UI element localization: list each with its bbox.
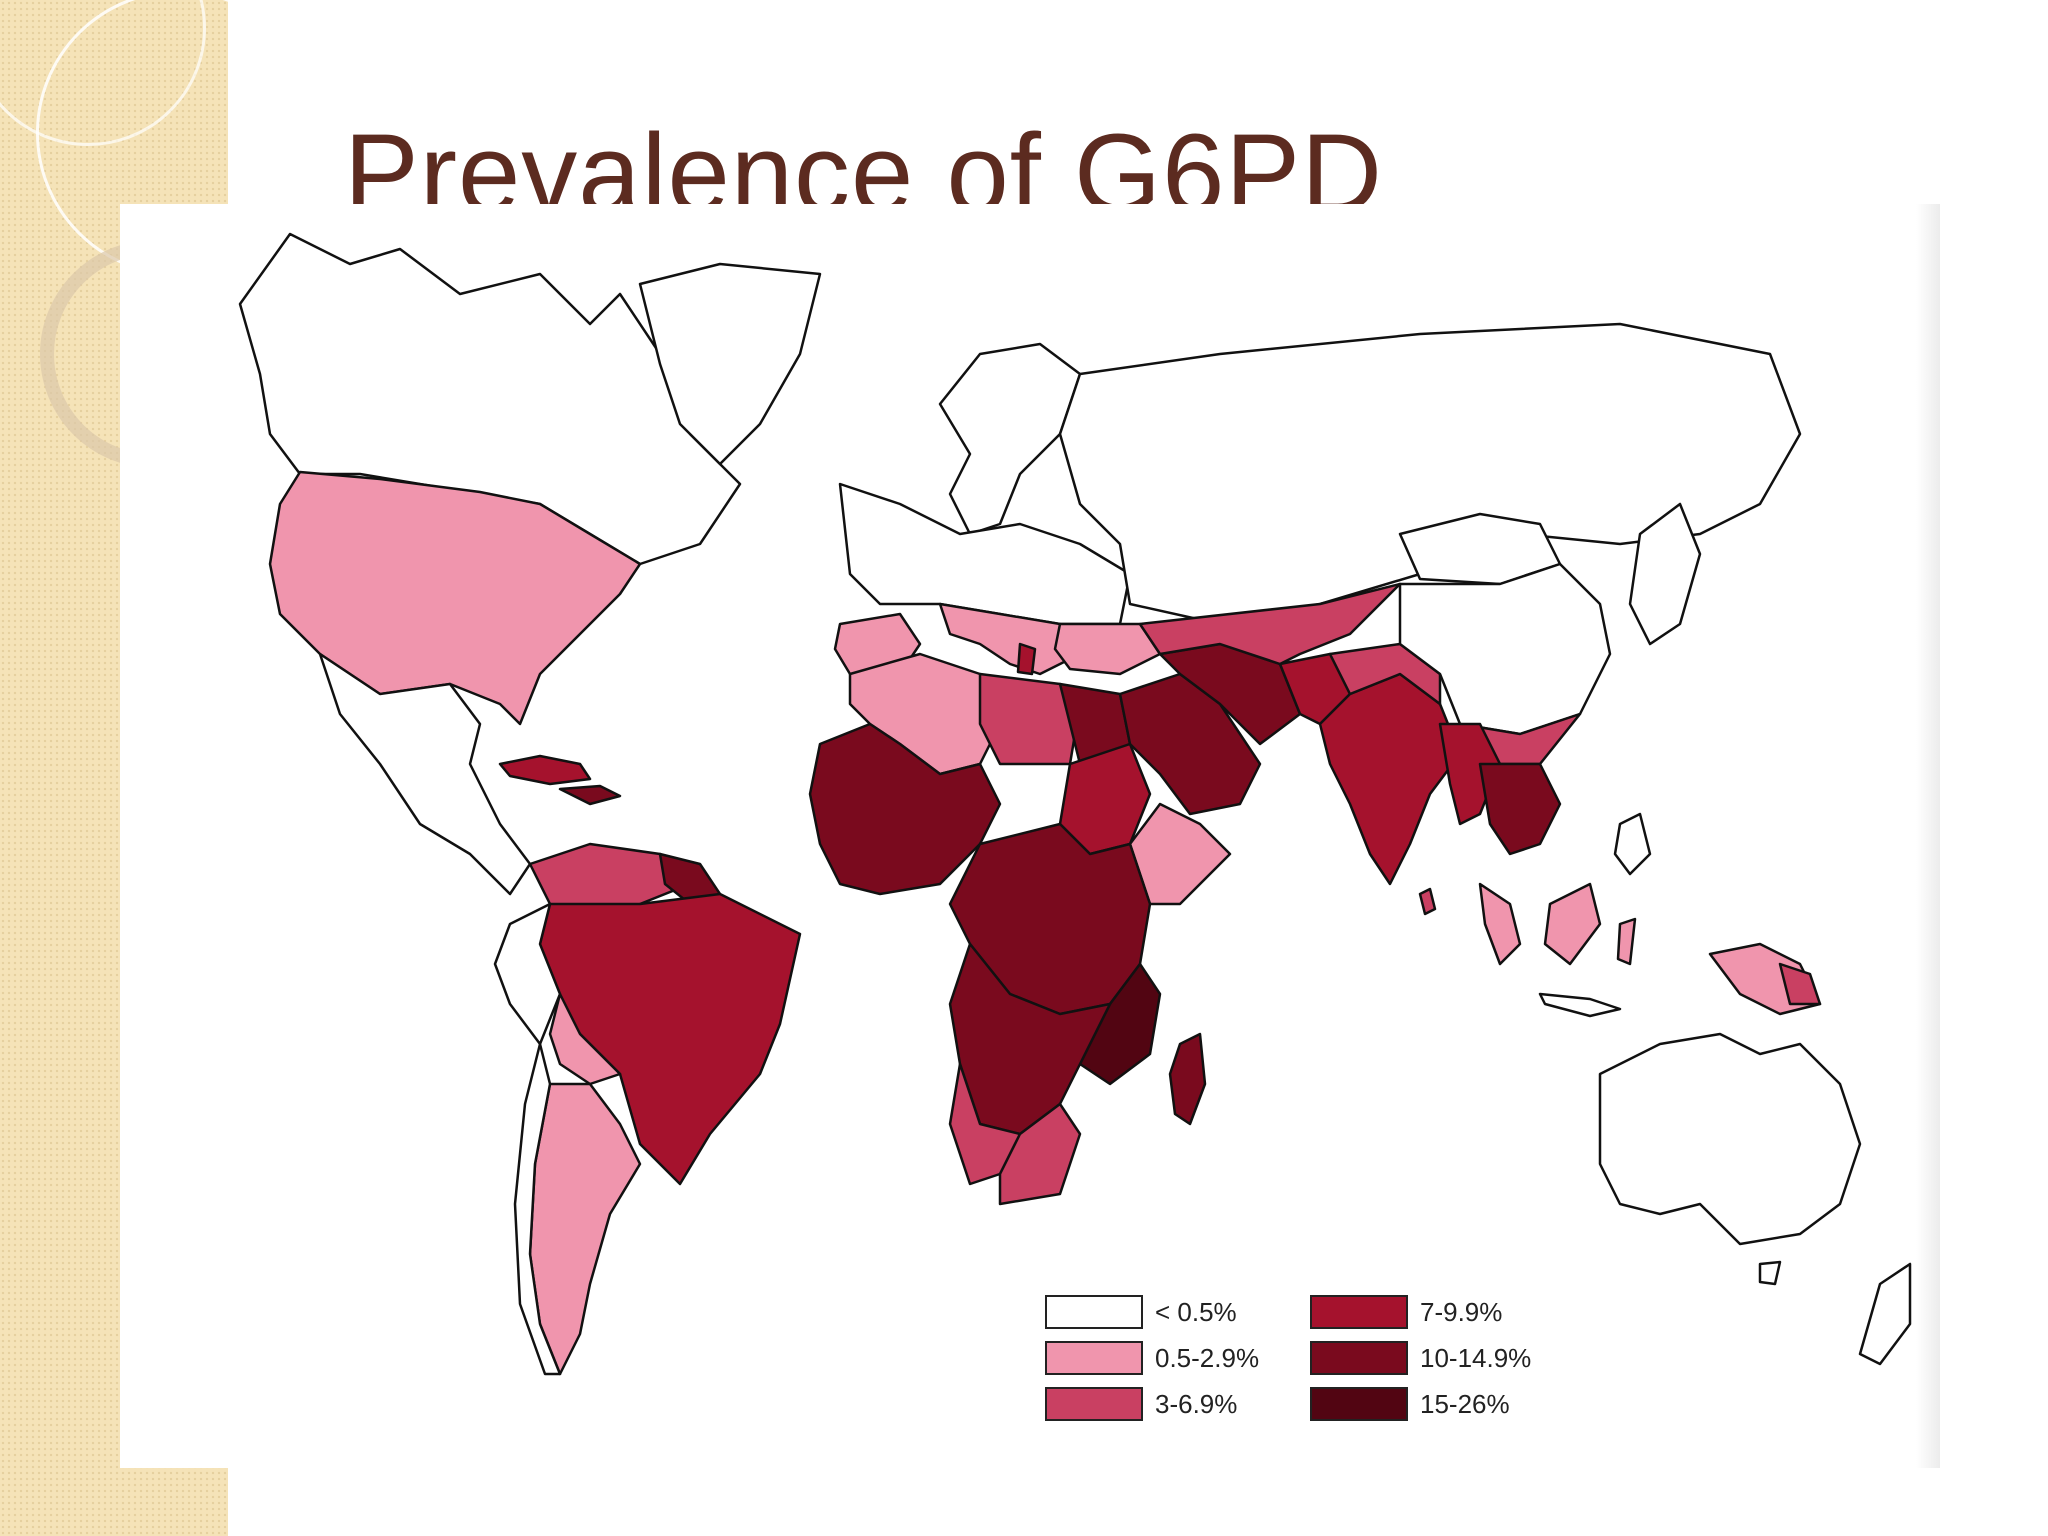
region-png-east	[1778, 962, 1822, 1006]
region-madagascar	[1168, 1032, 1207, 1126]
region-usa	[268, 470, 642, 726]
legend-item: 0.5-2.9%	[1045, 1340, 1259, 1376]
legend-item: 10-14.9%	[1310, 1340, 1531, 1376]
legend-label: 10-14.9%	[1420, 1342, 1532, 1373]
legend-swatch	[1310, 1341, 1408, 1375]
legend-swatch	[1045, 1341, 1143, 1375]
region-borneo	[1543, 882, 1602, 966]
region-india	[1318, 672, 1462, 886]
region-peru-bolivia	[493, 902, 562, 1046]
region-sulawesi	[1616, 917, 1637, 966]
legend-item: 15-26%	[1310, 1386, 1510, 1422]
region-korea-japan	[1628, 502, 1702, 646]
region-malaysia	[1478, 882, 1522, 966]
region-scandinavia	[938, 342, 1082, 536]
legend-swatch	[1045, 1295, 1143, 1329]
legend-label: 3-6.9%	[1155, 1388, 1238, 1419]
legend-label: 15-26%	[1420, 1388, 1510, 1419]
region-greenland	[638, 262, 822, 466]
world-map-panel: < 0.5% 0.5-2.9% 3-6.9% 7-9.9% 10-14.9% 1…	[120, 204, 1940, 1468]
legend-swatch	[1310, 1387, 1408, 1421]
legend-item: 3-6.9%	[1045, 1386, 1237, 1422]
region-italy-balkans	[938, 602, 1082, 676]
region-thailand-indochina	[1478, 762, 1562, 856]
region-caribbean	[498, 754, 592, 786]
region-south-africa	[998, 1102, 1082, 1206]
region-argentina	[528, 1082, 642, 1376]
legend-label: 7-9.9%	[1420, 1296, 1503, 1327]
legend-item: 7-9.9%	[1310, 1294, 1502, 1330]
region-central-asia-band	[1138, 582, 1402, 666]
region-philippines	[1613, 812, 1652, 876]
legend-label: 0.5-2.9%	[1155, 1342, 1260, 1373]
region-chile	[513, 1042, 562, 1376]
map-legend: < 0.5% 0.5-2.9% 3-6.9% 7-9.9% 10-14.9% 1…	[1045, 1294, 1565, 1434]
region-australia	[1598, 1032, 1862, 1246]
legend-label: < 0.5%	[1155, 1296, 1237, 1327]
legend-swatch	[1045, 1387, 1143, 1421]
legend-swatch	[1310, 1295, 1408, 1329]
region-sri-lanka	[1418, 887, 1437, 916]
region-caribbean-2	[558, 784, 622, 806]
region-greece-cyprus	[1016, 642, 1037, 676]
region-new-zealand	[1858, 1262, 1912, 1366]
region-tasmania	[1758, 1260, 1782, 1286]
world-map	[238, 232, 1912, 1376]
legend-item: < 0.5%	[1045, 1294, 1237, 1330]
region-java	[1538, 992, 1622, 1018]
region-russia	[1058, 322, 1802, 626]
